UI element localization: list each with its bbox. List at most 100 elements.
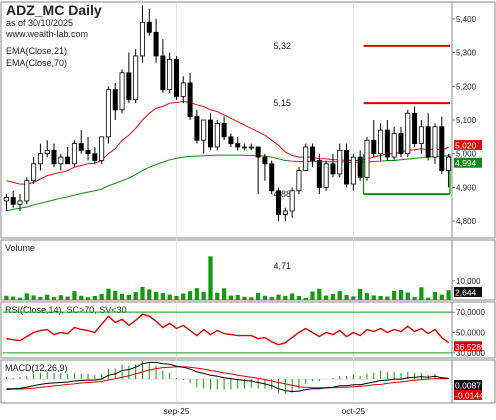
volume-bar	[317, 288, 322, 300]
volume-bar	[31, 295, 36, 300]
candle-body	[303, 146, 309, 171]
candle-body	[439, 126, 445, 171]
macd-title: MACD(12,26,9)	[5, 363, 68, 373]
candle-body	[31, 163, 37, 182]
volume-bar	[17, 297, 23, 300]
volume-bar	[426, 297, 431, 300]
volume-bar	[364, 293, 370, 300]
volume-bar	[194, 288, 199, 300]
candle-body	[119, 72, 125, 111]
candle-body	[37, 153, 43, 165]
candle-body	[282, 210, 288, 215]
volume-bar	[269, 297, 274, 300]
volume-bar	[65, 296, 70, 300]
volume-bar	[412, 297, 417, 300]
volume-bar	[153, 291, 159, 300]
candle-body	[405, 112, 411, 155]
volume-bar	[276, 294, 281, 300]
volume-bar	[140, 286, 145, 300]
volume-bar	[330, 294, 336, 300]
macd-panel-frame	[0, 359, 496, 404]
volume-bar	[99, 293, 104, 300]
candle-body	[412, 112, 418, 144]
candle-body	[398, 133, 404, 155]
volume-bar	[51, 297, 57, 300]
candle-body	[248, 146, 254, 149]
price-tick-label: 5,000	[456, 150, 477, 159]
volume-tick-label: 10,000	[456, 277, 481, 286]
candle-body	[310, 146, 316, 161]
candle-body	[85, 149, 91, 155]
volume-bar	[181, 293, 186, 300]
candle-body	[235, 143, 241, 148]
candle-body	[425, 126, 431, 158]
volume-bar	[133, 292, 138, 300]
x-tick-label: sep-25	[163, 406, 189, 416]
candle-body	[391, 133, 397, 158]
rsi-title: RSI(Close,14), SC>70, SV<30	[5, 305, 127, 315]
candle-body	[221, 122, 227, 138]
price-tick-label: 4,800	[456, 217, 477, 226]
volume-bar	[439, 294, 444, 300]
macd-last-tag: 0,0087	[455, 381, 481, 391]
volume-bar	[106, 288, 111, 300]
volume-bar	[405, 292, 410, 300]
candle-body	[187, 82, 193, 118]
candle-body	[3, 197, 9, 202]
site-url: www.wealth-lab.com	[6, 29, 89, 39]
ema21-legend: EMA(Close,21)	[6, 46, 68, 56]
candle-body	[146, 21, 152, 33]
rsi-last-tag: 36,5289	[455, 342, 486, 352]
candle-body	[344, 149, 350, 185]
candle-body	[126, 72, 132, 101]
volume-bar	[45, 294, 50, 300]
ema21-value-tag: 5,020	[455, 140, 477, 150]
candle-body	[10, 197, 16, 205]
volume-bar	[242, 296, 247, 300]
volume-bar	[167, 294, 172, 300]
volume-bar	[58, 295, 63, 300]
candle-body	[432, 126, 438, 158]
candle-body	[133, 55, 139, 101]
price-tick-label: 5,400	[456, 15, 477, 24]
chart-title: ADZ_MC Daily	[6, 2, 102, 18]
candle-body	[350, 156, 356, 185]
candle-body	[71, 143, 77, 165]
volume-bar	[303, 297, 308, 300]
candle-body	[371, 139, 377, 155]
volume-bar	[249, 297, 254, 300]
rsi-tick-label: 50,0000	[456, 329, 485, 338]
volume-bar	[344, 295, 349, 300]
volume-bar	[38, 296, 43, 300]
macd-signal-line	[6, 366, 449, 391]
volume-last-tag-bg	[454, 287, 482, 297]
ema21-value-tag-bg	[454, 139, 482, 150]
volume-bar	[283, 295, 288, 300]
candle-body	[58, 156, 64, 165]
rsi-tick-label: 70,0000	[456, 308, 485, 317]
volume-bar	[419, 287, 424, 300]
candle-body	[17, 200, 23, 205]
candle-body	[337, 149, 343, 175]
candle-body	[418, 126, 424, 145]
candle-body	[78, 143, 84, 151]
candle-body	[44, 149, 50, 155]
price-tick-label: 5,300	[456, 49, 477, 58]
candle-body	[214, 122, 220, 148]
volume-bar	[72, 291, 77, 300]
volume-bar	[337, 291, 342, 300]
candle-body	[446, 156, 452, 171]
volume-bar	[85, 297, 91, 300]
candle-body	[160, 55, 166, 91]
candle-body	[255, 146, 261, 158]
candle-body	[92, 153, 98, 161]
volume-bar	[24, 293, 29, 300]
macd-line	[6, 361, 449, 393]
volume-title: Volume	[5, 243, 35, 253]
rsi-tick-label: 30,0000	[456, 349, 485, 358]
volume-bar	[310, 291, 315, 300]
volume-note-label: 4,71	[273, 261, 291, 271]
ema21-line	[6, 100, 449, 185]
candle-body	[167, 58, 173, 91]
volume-bar	[221, 288, 227, 300]
